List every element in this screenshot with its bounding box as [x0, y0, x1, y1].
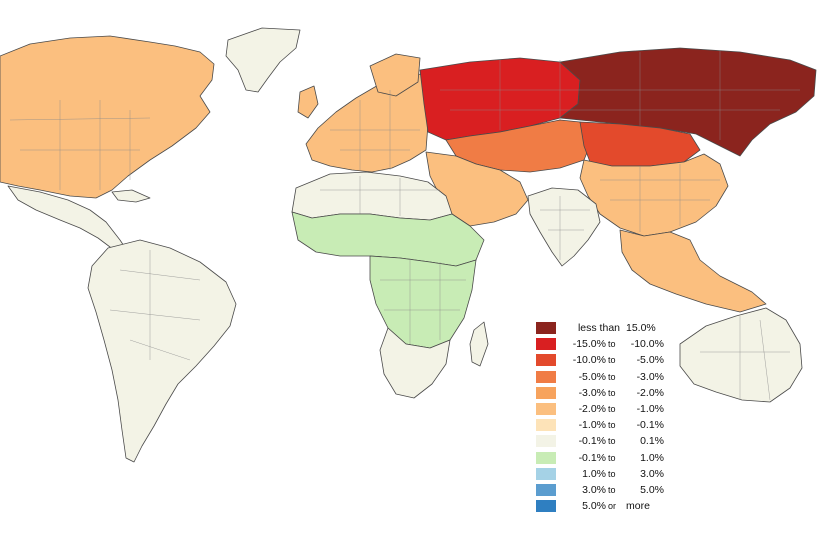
legend-row: 1.0% to 3.0%: [536, 466, 686, 482]
region-india: [527, 187, 601, 267]
legend-to-label: more: [626, 500, 650, 513]
legend-from-label: -1.0%: [578, 419, 606, 432]
legend-separator: or: [608, 501, 617, 512]
legend-to-label: -5.0%: [636, 354, 664, 367]
legend-to-label: -2.0%: [636, 386, 664, 399]
legend-separator: to: [608, 452, 616, 463]
region-southeast-asia: [619, 229, 767, 313]
legend-from-label: -10.0%: [572, 354, 606, 367]
legend-separator: to: [608, 484, 616, 495]
legend-swatch: [536, 354, 556, 367]
legend-row: -2.0% to -1.0%: [536, 401, 686, 417]
legend-from-label: 5.0%: [582, 500, 606, 513]
legend-separator: to: [608, 468, 616, 479]
legend-to-label: -1.0%: [636, 403, 664, 416]
legend-from-label: -0.1%: [578, 435, 606, 448]
region-sahel: [291, 211, 485, 267]
region-southern-africa: [379, 327, 451, 399]
legend-row: 3.0% to 5.0%: [536, 482, 686, 498]
map-legend: less than 15.0% -15.0% to -10.0% -10.0% to -5.0…: [536, 320, 686, 514]
legend-to-label: -0.1%: [636, 419, 664, 432]
legend-to-label: 3.0%: [640, 467, 664, 480]
region-central-africa: [369, 255, 477, 349]
legend-swatch: [536, 403, 556, 416]
legend-separator: to: [608, 420, 616, 431]
legend-separator: to: [608, 371, 616, 382]
legend-from-label: -5.0%: [578, 370, 606, 383]
legend-swatch: [536, 338, 556, 351]
legend-from-label: -2.0%: [578, 403, 606, 416]
legend-swatch: [536, 483, 556, 496]
legend-row: -1.0% to -0.1%: [536, 417, 686, 433]
legend-row: less than 15.0%: [536, 320, 686, 336]
legend-from-label: 1.0%: [582, 467, 606, 480]
legend-to-label: 15.0%: [626, 322, 656, 335]
legend-row: -10.0% to -5.0%: [536, 352, 686, 368]
region-north-africa: [291, 171, 453, 221]
legend-swatch: [536, 370, 556, 383]
legend-separator: to: [608, 404, 616, 415]
legend-row: -3.0% to -2.0%: [536, 385, 686, 401]
legend-swatch: [536, 419, 556, 432]
legend-separator: to: [608, 355, 616, 366]
region-china: [579, 153, 729, 237]
region-north-america: [0, 35, 215, 199]
legend-row: -5.0% to -3.0%: [536, 369, 686, 385]
legend-to-label: -10.0%: [630, 338, 664, 351]
legend-row: -0.1% to 0.1%: [536, 433, 686, 449]
region-caribbean: [111, 189, 151, 203]
region-australia: [679, 307, 803, 403]
legend-from-label: -15.0%: [572, 338, 606, 351]
legend-separator: to: [608, 387, 616, 398]
legend-swatch: [536, 451, 556, 464]
legend-from-label: -0.1%: [578, 451, 606, 464]
legend-separator: to: [608, 436, 616, 447]
legend-swatch: [536, 435, 556, 448]
region-south-america: [87, 239, 237, 463]
legend-to-label: 1.0%: [640, 451, 664, 464]
legend-swatch: [536, 386, 556, 399]
legend-swatch: [536, 500, 556, 513]
region-scandinavia: [369, 53, 421, 97]
region-greenland: [225, 27, 301, 93]
region-uk: [297, 85, 319, 119]
region-europe: [305, 69, 431, 173]
legend-row: -15.0% to -10.0%: [536, 336, 686, 352]
legend-from-label: 3.0%: [582, 483, 606, 496]
legend-to-label: 0.1%: [640, 435, 664, 448]
legend-swatch: [536, 467, 556, 480]
legend-from-label: less than: [577, 322, 620, 335]
legend-from-label: -3.0%: [578, 386, 606, 399]
legend-row: -0.1% to 1.0%: [536, 450, 686, 466]
legend-to-label: 5.0%: [640, 483, 664, 496]
legend-to-label: -3.0%: [636, 370, 664, 383]
legend-row: 5.0% or more: [536, 498, 686, 514]
region-russia-east: [559, 47, 817, 157]
legend-separator: to: [608, 339, 616, 350]
region-madagascar: [469, 321, 489, 367]
legend-swatch: [536, 322, 556, 335]
